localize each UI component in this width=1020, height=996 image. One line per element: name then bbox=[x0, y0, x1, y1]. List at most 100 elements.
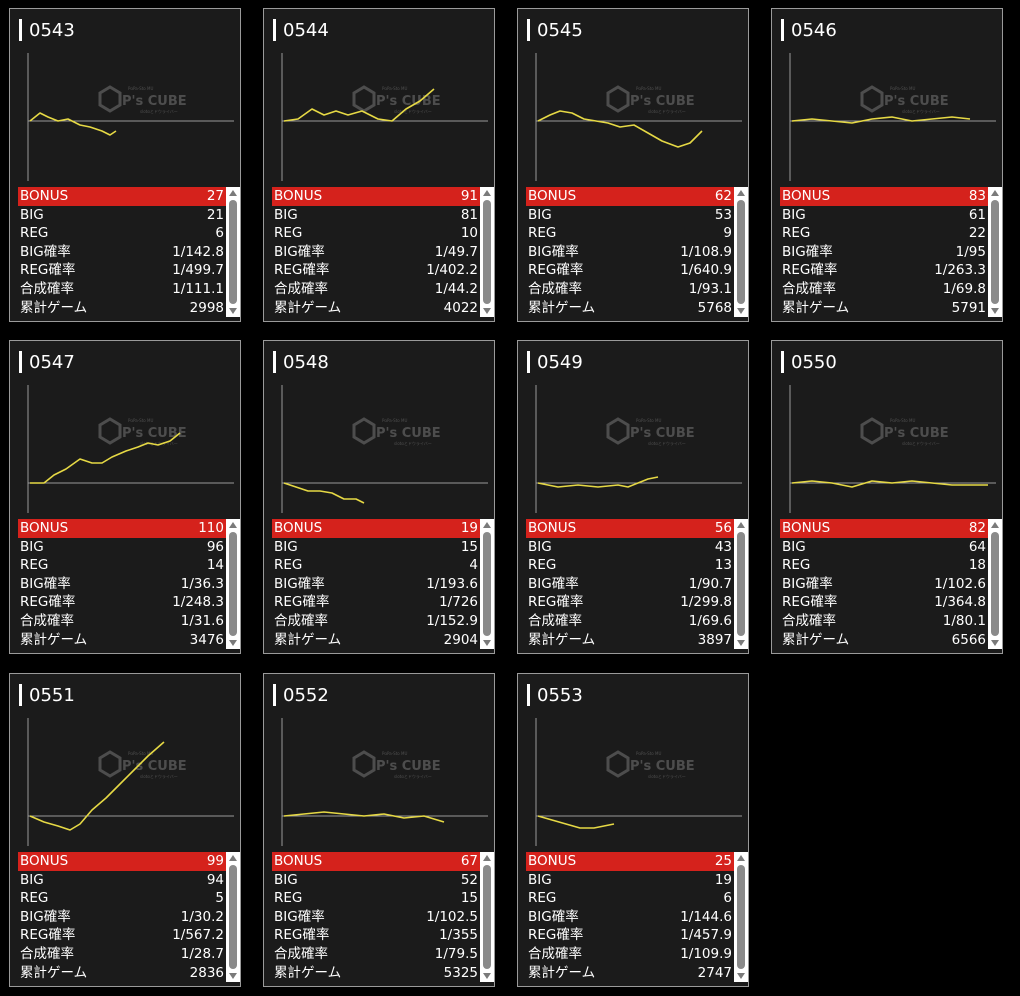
scroll-down-icon[interactable] bbox=[991, 308, 999, 314]
stat-value: 2998 bbox=[189, 299, 224, 316]
scroll-down-icon[interactable] bbox=[991, 640, 999, 646]
scroll-up-icon[interactable] bbox=[737, 522, 745, 528]
payout-graph: PαPa-Sto MU P's CUBE slotαとドウライバー bbox=[526, 383, 742, 521]
big-row: BIG 15 bbox=[272, 538, 480, 557]
stats-scrollbar[interactable] bbox=[734, 187, 748, 317]
scroll-thumb[interactable] bbox=[483, 532, 491, 636]
watermark-brand: P's CUBE bbox=[630, 426, 695, 441]
machine-card[interactable]: 0545 PαPa-Sto MU P's CUBE slotαとドウライバー BONUS… bbox=[517, 8, 749, 322]
payout-line bbox=[283, 811, 445, 823]
bonus-row: BONUS 19 bbox=[272, 519, 480, 538]
watermark-sub-line: slotαとドウライバー bbox=[648, 440, 686, 446]
scroll-down-icon[interactable] bbox=[737, 640, 745, 646]
scroll-thumb[interactable] bbox=[483, 865, 491, 969]
stat-value: 1/402.2 bbox=[426, 262, 478, 279]
stat-label: 累計ゲーム bbox=[528, 299, 596, 316]
total-rate-row: 合成確率 1/152.9 bbox=[272, 612, 480, 631]
reg-row: REG 18 bbox=[780, 556, 988, 575]
scroll-thumb[interactable] bbox=[737, 200, 745, 304]
stats-table: BONUS 56 BIG 43 REG 13 BIG確率 1/90.7 REG確率 1/299.8… bbox=[526, 519, 734, 649]
stats-scrollbar[interactable] bbox=[734, 852, 748, 982]
big-rate-row: BIG確率 1/36.3 bbox=[18, 575, 226, 594]
scroll-up-icon[interactable] bbox=[737, 855, 745, 861]
scroll-down-icon[interactable] bbox=[229, 973, 237, 979]
scroll-thumb[interactable] bbox=[229, 865, 237, 969]
machine-card[interactable]: 0550 PαPa-Sto MU P's CUBE slotαとドウライバー BONUS… bbox=[771, 340, 1003, 654]
watermark-brand: P's CUBE bbox=[630, 759, 695, 774]
stats-scrollbar[interactable] bbox=[734, 519, 748, 649]
stat-label: 累計ゲーム bbox=[20, 964, 88, 981]
scroll-up-icon[interactable] bbox=[991, 190, 999, 196]
scroll-thumb[interactable] bbox=[991, 200, 999, 304]
stat-label: REG確率 bbox=[528, 594, 584, 611]
scroll-down-icon[interactable] bbox=[229, 640, 237, 646]
watermark-top-line: PαPa-Sto MU bbox=[128, 418, 153, 423]
stat-value: 5791 bbox=[951, 299, 986, 316]
stat-label: 合成確率 bbox=[528, 280, 582, 297]
reg-rate-row: REG確率 1/499.7 bbox=[18, 261, 226, 280]
scroll-down-icon[interactable] bbox=[483, 640, 491, 646]
machine-number: 0547 bbox=[19, 351, 75, 373]
scroll-thumb[interactable] bbox=[991, 532, 999, 636]
stat-label: 合成確率 bbox=[274, 945, 328, 962]
stats-scrollbar[interactable] bbox=[988, 519, 1002, 649]
stat-label: BIG確率 bbox=[274, 908, 325, 925]
scroll-thumb[interactable] bbox=[737, 865, 745, 969]
machine-card[interactable]: 0548 PαPa-Sto MU P's CUBE slotαとドウライバー BONUS… bbox=[263, 340, 495, 654]
scroll-up-icon[interactable] bbox=[737, 190, 745, 196]
bonus-row: BONUS 25 bbox=[526, 852, 734, 871]
scroll-down-icon[interactable] bbox=[483, 308, 491, 314]
scroll-down-icon[interactable] bbox=[229, 308, 237, 314]
watermark-top-line: PαPa-Sto MU bbox=[382, 86, 407, 91]
stats-scrollbar[interactable] bbox=[480, 852, 494, 982]
scroll-down-icon[interactable] bbox=[737, 973, 745, 979]
scroll-thumb[interactable] bbox=[483, 200, 491, 304]
stats-table: BONUS 62 BIG 53 REG 9 BIG確率 1/108.9 REG確率 1/640.9… bbox=[526, 187, 734, 317]
scroll-up-icon[interactable] bbox=[229, 522, 237, 528]
payout-line bbox=[791, 480, 988, 488]
scroll-down-icon[interactable] bbox=[737, 308, 745, 314]
stats-scrollbar[interactable] bbox=[480, 187, 494, 317]
scroll-up-icon[interactable] bbox=[991, 522, 999, 528]
stats-scrollbar[interactable] bbox=[226, 187, 240, 317]
scroll-up-icon[interactable] bbox=[229, 855, 237, 861]
total-rate-row: 合成確率 1/69.8 bbox=[780, 280, 988, 299]
big-row: BIG 19 bbox=[526, 871, 734, 890]
stat-value: 1/31.6 bbox=[180, 612, 224, 629]
stats-scrollbar[interactable] bbox=[226, 519, 240, 649]
stats-scrollbar[interactable] bbox=[988, 187, 1002, 317]
payout-graph: PαPa-Sto MU P's CUBE slotαとドウライバー bbox=[18, 383, 234, 521]
machine-card[interactable]: 0553 PαPa-Sto MU P's CUBE slotαとドウライバー BONUS… bbox=[517, 673, 749, 987]
stat-label: BIG bbox=[782, 206, 806, 223]
scroll-up-icon[interactable] bbox=[483, 190, 491, 196]
stats-scrollbar[interactable] bbox=[226, 852, 240, 982]
stats-table: BONUS 110 BIG 96 REG 14 BIG確率 1/36.3 REG確率 1/248.… bbox=[18, 519, 226, 649]
machine-card[interactable]: 0543 PαPa-Sto MU P's CUBE slotαとドウライバー BONUS… bbox=[9, 8, 241, 322]
machine-card[interactable]: 0552 PαPa-Sto MU P's CUBE slotαとドウライバー BONUS… bbox=[263, 673, 495, 987]
payout-graph: PαPa-Sto MU P's CUBE slotαとドウライバー bbox=[272, 383, 488, 521]
machine-card[interactable]: 0549 PαPa-Sto MU P's CUBE slotαとドウライバー BONUS… bbox=[517, 340, 749, 654]
stat-label: BONUS bbox=[782, 188, 831, 204]
machine-number: 0552 bbox=[273, 684, 329, 706]
scroll-thumb[interactable] bbox=[737, 532, 745, 636]
stat-value: 1/640.9 bbox=[680, 262, 732, 279]
stats-scrollbar[interactable] bbox=[480, 519, 494, 649]
watermark-top-line: PαPa-Sto MU bbox=[128, 86, 153, 91]
machine-card[interactable]: 0544 PαPa-Sto MU P's CUBE slotαとドウライバー BONUS… bbox=[263, 8, 495, 322]
machine-card[interactable]: 0547 PαPa-Sto MU P's CUBE slotαとドウライバー BONUS… bbox=[9, 340, 241, 654]
machine-card[interactable]: 0551 PαPa-Sto MU P's CUBE slotαとドウライバー BONUS… bbox=[9, 673, 241, 987]
scroll-thumb[interactable] bbox=[229, 532, 237, 636]
reg-rate-row: REG確率 1/726 bbox=[272, 593, 480, 612]
watermark-brand: P's CUBE bbox=[122, 426, 187, 441]
scroll-thumb[interactable] bbox=[229, 200, 237, 304]
scroll-up-icon[interactable] bbox=[229, 190, 237, 196]
stat-label: BIG bbox=[20, 206, 44, 223]
scroll-down-icon[interactable] bbox=[483, 973, 491, 979]
machine-card[interactable]: 0546 PαPa-Sto MU P's CUBE slotαとドウライバー BONUS… bbox=[771, 8, 1003, 322]
reg-rate-row: REG確率 1/248.3 bbox=[18, 593, 226, 612]
scroll-up-icon[interactable] bbox=[483, 855, 491, 861]
stat-value: 1/80.1 bbox=[942, 612, 986, 629]
scroll-up-icon[interactable] bbox=[483, 522, 491, 528]
